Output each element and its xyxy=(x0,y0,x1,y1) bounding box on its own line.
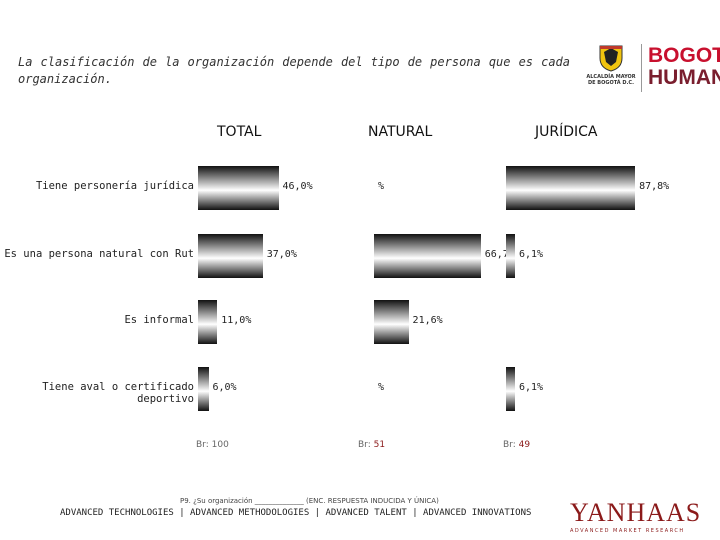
bar-natural xyxy=(374,300,409,344)
column-header-juridica: JURÍDICA xyxy=(535,124,598,140)
bar-natural xyxy=(374,234,481,278)
alcaldia-text: ALCALDÍA MAYOR DE BOGOTÁ D.C. xyxy=(586,74,636,86)
bar-total xyxy=(198,234,263,278)
value-label-juridica: 6,1% xyxy=(518,249,544,260)
yanhaas-wordmark: YANHAAS xyxy=(570,498,702,527)
category-label: Es una persona natural con Rut xyxy=(4,248,194,260)
base-label: Br: xyxy=(503,440,516,450)
base-label: Br: xyxy=(196,440,209,450)
base-total: Br: 100 xyxy=(196,440,229,450)
value-label-total: 11,0% xyxy=(221,315,252,326)
base-n-natural: 51 xyxy=(373,440,386,450)
crest-icon xyxy=(599,45,623,72)
value-label-natural: % xyxy=(378,382,385,393)
bar-juridica xyxy=(506,166,636,210)
bar-juridica xyxy=(506,234,515,278)
yanhaas-tagline: ADVANCED MARKET RESEARCH xyxy=(570,528,685,534)
logo-divider xyxy=(641,44,642,92)
value-label-natural: 66,7% xyxy=(484,249,515,260)
bogota-text: BOGOTÁ xyxy=(648,44,720,67)
bar-total xyxy=(198,166,279,210)
bogota-humana-logo: BOGOTÁ HUMANA xyxy=(648,44,720,92)
bar-total xyxy=(198,367,209,411)
base-natural: Br: 51 xyxy=(358,440,385,450)
base-n-juridica: 49 xyxy=(518,440,531,450)
value-label-natural: 21,6% xyxy=(412,315,443,326)
category-label: Es informal xyxy=(124,314,194,326)
value-label-juridica: 6,1% xyxy=(518,382,544,393)
column-header-total: TOTAL xyxy=(217,124,262,140)
yanhaas-logo: YANHAAS ADVANCED MARKET RESEARCH xyxy=(568,498,702,538)
value-label-total: 6,0% xyxy=(212,382,237,393)
category-label: Tiene aval o certificado deportivo xyxy=(42,381,194,405)
intro-text: La clasificación de la organización depe… xyxy=(18,55,570,86)
value-label-juridica: 87,8% xyxy=(639,181,670,192)
bar-total xyxy=(198,300,218,344)
bar-juridica xyxy=(506,367,515,411)
value-label-total: 37,0% xyxy=(266,249,297,260)
column-header-natural: NATURAL xyxy=(368,124,433,140)
alcaldia-logo: ALCALDÍA MAYOR DE BOGOTÁ D.C. xyxy=(584,44,638,92)
value-label-natural: % xyxy=(378,181,385,192)
base-label: Br: xyxy=(358,440,371,450)
advanced-tagline: ADVANCED TECHNOLOGIES | ADVANCED METHODO… xyxy=(60,508,532,518)
base-juridica: Br: 49 xyxy=(503,440,530,450)
category-label: Tiene personería jurídica xyxy=(35,180,194,192)
value-label-total: 46,0% xyxy=(282,181,313,192)
base-n-total: 100 xyxy=(211,440,229,450)
question-footnote: P9. ¿Su organización ______________ (ENC… xyxy=(180,497,439,505)
humana-text: HUMANA xyxy=(648,66,720,89)
